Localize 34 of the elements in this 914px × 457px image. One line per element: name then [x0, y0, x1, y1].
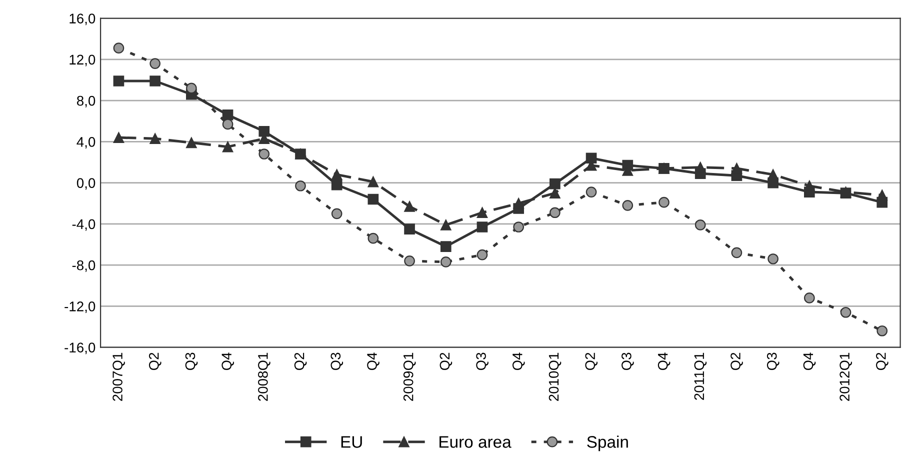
x-tick-label: Q4 — [803, 352, 816, 370]
x-tick-label: 2007Q1 — [112, 352, 125, 401]
x-tick-label: Q4 — [222, 352, 234, 370]
x-tick-label: Q4 — [367, 352, 380, 370]
x-tick-label: Q2 — [294, 352, 307, 370]
x-tick-label: Q2 — [730, 352, 743, 370]
y-tick-label: 8,0 — [76, 96, 96, 108]
legend-label: Euro area — [440, 436, 512, 448]
x-tick-label: Q3 — [476, 352, 488, 370]
x-tick-label: 2010Q1 — [548, 352, 562, 401]
y-tick-label: -16,0 — [64, 342, 96, 354]
x-tick-label: Q3 — [330, 352, 344, 370]
y-tick-label: 12,0 — [70, 54, 96, 66]
x-tick-label: Q3 — [622, 352, 634, 370]
x-tick-label: Q2 — [585, 352, 598, 370]
x-tick-label: Q2 — [876, 352, 888, 370]
x-tick-label: Q2 — [440, 352, 452, 370]
x-tick-label: Q3 — [185, 352, 198, 370]
y-tick-label: 16,0 — [70, 14, 96, 26]
y-tick-label: -12,0 — [64, 302, 96, 313]
y-tick-label: 4,0 — [76, 137, 96, 148]
x-tick-label: Q4 — [658, 352, 670, 370]
legend-label: EU — [341, 436, 362, 448]
y-tick-label: -4,0 — [72, 219, 96, 231]
x-tick-label: 2008Q1 — [258, 352, 270, 401]
y-tick-label: 0,0 — [76, 178, 96, 190]
x-tick-label: Q3 — [766, 352, 780, 370]
x-tick-label: Q4 — [512, 352, 525, 370]
y-tick-label: -8,0 — [72, 260, 96, 272]
x-tick-label: Q2 — [148, 352, 162, 370]
x-tick-label: 2009Q1 — [403, 352, 416, 401]
x-tick-label: 2011Q1 — [694, 352, 707, 400]
x-tick-label: 2012Q1 — [840, 352, 852, 401]
legend-label: Spain — [587, 436, 628, 452]
